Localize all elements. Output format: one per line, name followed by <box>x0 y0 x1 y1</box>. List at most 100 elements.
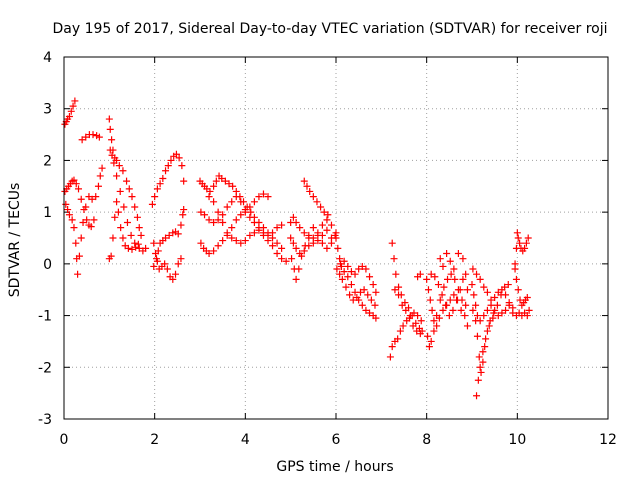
data-point <box>313 198 321 206</box>
data-point <box>152 250 160 258</box>
data-point <box>442 301 450 309</box>
x-tick-label: 2 <box>150 432 159 448</box>
data-point <box>123 177 131 185</box>
data-point <box>197 239 205 247</box>
y-tick-label: 1 <box>43 205 52 221</box>
data-point <box>241 206 249 214</box>
data-point <box>483 288 491 296</box>
data-point <box>259 190 267 198</box>
data-point <box>172 150 180 158</box>
data-point <box>88 195 96 203</box>
data-point <box>288 255 296 263</box>
data-point <box>250 198 258 206</box>
x-tick-label: 8 <box>422 432 431 448</box>
x-tick-label: 6 <box>332 432 341 448</box>
data-point <box>362 265 370 273</box>
data-point <box>74 270 82 278</box>
data-point <box>337 260 345 268</box>
data-point <box>125 185 133 193</box>
data-point <box>255 226 263 234</box>
data-point <box>75 252 83 260</box>
data-point <box>64 206 72 214</box>
data-point <box>320 208 328 216</box>
data-point <box>399 322 407 330</box>
data-point <box>94 182 102 190</box>
data-point <box>521 244 529 252</box>
data-point <box>367 296 375 304</box>
data-point <box>292 275 300 283</box>
data-point <box>108 136 116 144</box>
data-point <box>476 363 484 371</box>
data-point <box>309 193 317 201</box>
y-axis-label: SDTVAR / TECUs <box>7 183 23 298</box>
data-point <box>523 312 531 320</box>
data-point <box>180 206 188 214</box>
data-point <box>150 239 158 247</box>
data-point <box>358 262 366 270</box>
data-point <box>246 203 254 211</box>
data-point <box>300 247 308 255</box>
data-point <box>395 291 403 299</box>
data-point <box>303 182 311 190</box>
data-point <box>135 244 143 252</box>
data-point <box>388 343 396 351</box>
data-point <box>416 270 424 278</box>
data-point <box>165 231 173 239</box>
data-point <box>480 283 488 291</box>
data-point <box>131 203 139 211</box>
data-point <box>264 193 272 201</box>
data-point <box>428 306 436 314</box>
data-point <box>425 343 433 351</box>
data-point <box>431 273 439 281</box>
data-point <box>301 242 309 250</box>
data-point <box>505 299 513 307</box>
data-point <box>327 221 335 229</box>
data-point <box>323 244 331 252</box>
data-point <box>210 182 218 190</box>
data-point <box>522 239 530 247</box>
data-point <box>336 270 344 278</box>
data-point <box>353 293 361 301</box>
data-point <box>106 125 114 133</box>
data-point <box>169 275 177 283</box>
data-point <box>241 237 249 245</box>
data-point <box>114 208 122 216</box>
data-point <box>142 244 150 252</box>
data-point <box>87 223 95 231</box>
data-point <box>223 229 231 237</box>
y-tick-label: -2 <box>38 360 52 376</box>
data-point <box>402 306 410 314</box>
data-point <box>228 224 236 232</box>
data-point <box>479 348 487 356</box>
data-point <box>278 244 286 252</box>
data-point <box>491 293 499 301</box>
data-point <box>342 283 350 291</box>
data-point <box>246 213 254 221</box>
data-point <box>358 301 366 309</box>
x-tick-label: 10 <box>508 432 526 448</box>
data-point <box>317 203 325 211</box>
data-point <box>447 270 455 278</box>
data-point <box>454 250 462 258</box>
data-point <box>197 208 205 216</box>
data-point <box>351 270 359 278</box>
data-point <box>273 224 281 232</box>
data-point <box>424 286 432 294</box>
data-point <box>430 317 438 325</box>
data-point <box>201 211 209 219</box>
data-point <box>314 237 322 245</box>
data-point <box>148 200 156 208</box>
data-point <box>472 317 480 325</box>
data-point <box>362 306 370 314</box>
data-point <box>289 213 297 221</box>
data-point <box>174 230 182 238</box>
data-point <box>210 247 218 255</box>
data-point <box>439 306 447 314</box>
data-point <box>318 231 326 239</box>
data-point <box>395 283 403 291</box>
data-point <box>347 281 355 289</box>
data-point <box>469 265 477 273</box>
data-point <box>462 301 470 309</box>
data-point <box>469 306 477 314</box>
